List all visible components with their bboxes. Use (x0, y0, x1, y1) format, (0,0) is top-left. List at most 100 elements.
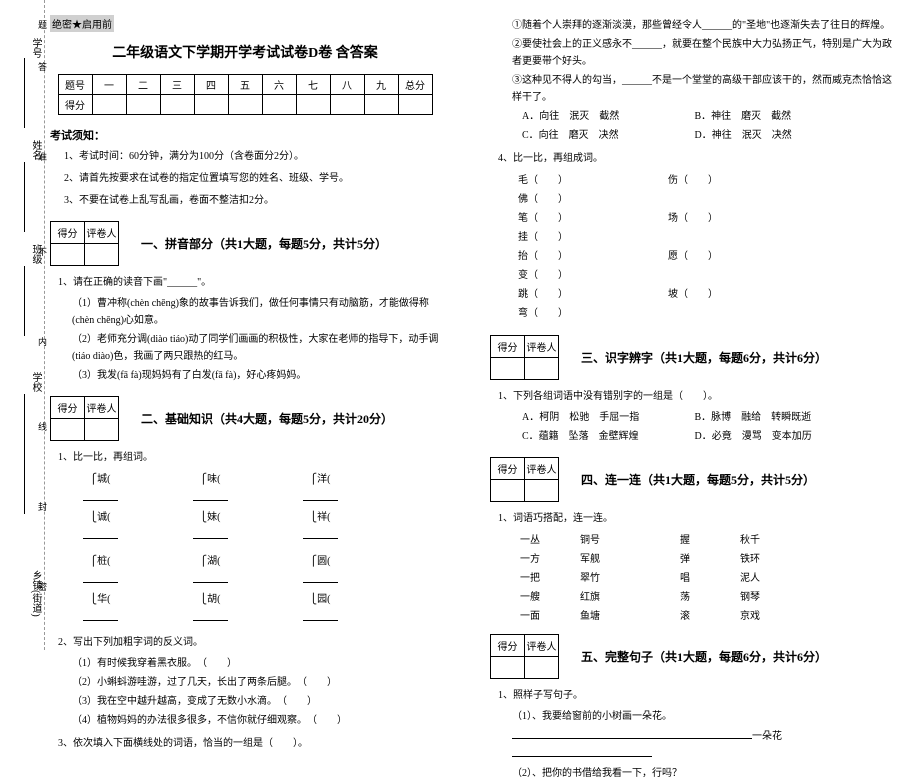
blank-cell[interactable] (398, 95, 432, 115)
mini-th: 评卷人 (525, 458, 559, 480)
th: 九 (364, 75, 398, 95)
conn-item[interactable]: 军舰 (580, 550, 680, 565)
blank-cell[interactable] (491, 480, 525, 502)
fill-blank[interactable] (512, 727, 752, 739)
th: 四 (194, 75, 228, 95)
option-d[interactable]: D．神往 泯灭 决然 (695, 130, 792, 141)
bracket-item[interactable]: 跳（ ） (518, 285, 668, 304)
paren-blank[interactable]: （ ） (312, 715, 347, 726)
bracket-item[interactable]: 佛（ ） (518, 190, 668, 209)
fill-blank[interactable] (303, 489, 338, 501)
section-4-header: 得分评卷人 四、连一连（共1大题，每题5分，共计5分） (490, 457, 895, 502)
options-row: C．向往 磨灭 决然 D．神往 泯灭 决然 (522, 127, 895, 144)
char: 城 (97, 474, 107, 485)
fill-blank[interactable] (193, 527, 228, 539)
bracket-item[interactable]: 笔（ ） (518, 209, 668, 228)
secret-tag: 绝密★启用前 (50, 15, 114, 32)
conn-item[interactable]: 一艘 (520, 588, 580, 603)
conn-item[interactable]: 荡 (680, 588, 740, 603)
blank-cell[interactable] (194, 95, 228, 115)
bracket-item[interactable]: 坡（ ） (668, 285, 818, 304)
blank-cell[interactable] (296, 95, 330, 115)
option-a[interactable]: A．柯阴 松驰 手屈一指 (522, 409, 692, 426)
paren-blank[interactable]: （ ） (302, 677, 337, 688)
mini-th: 得分 (491, 336, 525, 358)
mini-th: 得分 (491, 635, 525, 657)
fill-blank[interactable] (83, 571, 118, 583)
conn-item[interactable]: 铜号 (580, 531, 680, 546)
conn-item[interactable]: 一把 (520, 569, 580, 584)
conn-item[interactable]: 弹 (680, 550, 740, 565)
q3: 1、下列各组词语中没有错别字的一组是（ ）。 (498, 388, 895, 405)
blank-cell[interactable] (228, 95, 262, 115)
blank-cell[interactable] (330, 95, 364, 115)
paren-blank[interactable]: （ ） (202, 658, 237, 669)
conn-item[interactable]: 泥人 (740, 569, 820, 584)
conn-item[interactable]: 鱼塘 (580, 607, 680, 622)
bracket-item[interactable]: 场（ ） (668, 209, 818, 228)
exam-title: 二年级语文下学期开学考试试卷D卷 含答案 (50, 42, 440, 62)
score-mini-table: 得分评卷人 (50, 221, 119, 266)
page-right: ①随着个人崇拜的逐渐淡漠，那些曾经令人______的"圣地"也逐渐失去了往日的辉… (460, 0, 920, 650)
option-c[interactable]: C．向往 磨灭 决然 (522, 127, 692, 144)
conn-item[interactable]: 京戏 (740, 607, 820, 622)
blank-cell[interactable] (85, 419, 119, 441)
mini-th: 得分 (491, 458, 525, 480)
conn-item[interactable]: 一方 (520, 550, 580, 565)
blank-cell[interactable] (364, 95, 398, 115)
score-mini-table: 得分评卷人 (490, 457, 559, 502)
conn-item[interactable]: 一面 (520, 607, 580, 622)
option-b[interactable]: B．神往 磨灭 截然 (695, 111, 792, 122)
blank-cell[interactable] (525, 358, 559, 380)
bracket-item[interactable]: 弯（ ） (518, 304, 668, 323)
char: 祥 (317, 512, 327, 523)
conn-item[interactable]: 秋千 (740, 531, 820, 546)
fill-blank[interactable] (303, 571, 338, 583)
fill-blank[interactable] (193, 571, 228, 583)
bracket-item[interactable]: 抬（ ） (518, 247, 668, 266)
blank-cell[interactable] (525, 657, 559, 679)
char: 妹 (207, 512, 217, 523)
bracket-item[interactable]: 变（ ） (518, 266, 668, 285)
bracket-item[interactable]: 伤（ ） (668, 171, 818, 190)
blank-cell[interactable] (51, 419, 85, 441)
conn-item[interactable]: 翠竹 (580, 569, 680, 584)
blank-cell[interactable] (491, 358, 525, 380)
paren-blank[interactable]: （ ） (282, 696, 317, 707)
conn-item[interactable]: 握 (680, 531, 740, 546)
th: 一 (92, 75, 126, 95)
q1-sub1: （1）曹冲称(chèn chēng)象的故事告诉我们，做任何事情只有动脑筋，才能… (72, 295, 440, 329)
option-d[interactable]: D．必竟 漫骂 变本加历 (695, 431, 812, 442)
conn-item[interactable]: 一丛 (520, 531, 580, 546)
fill-blank[interactable] (83, 527, 118, 539)
blank-cell[interactable] (92, 95, 126, 115)
blank-cell[interactable] (262, 95, 296, 115)
option-b[interactable]: B．脉博 融给 转瞬既逝 (695, 412, 812, 423)
bracket-item[interactable]: 挂（ ） (518, 228, 668, 247)
q3-opts: A．柯阴 松驰 手屈一指 B．脉博 融给 转瞬既逝 (522, 409, 895, 426)
blank-cell[interactable] (126, 95, 160, 115)
conn-item[interactable]: 红旗 (580, 588, 680, 603)
bracket-item[interactable]: 毛（ ） (518, 171, 668, 190)
blank-cell[interactable] (491, 657, 525, 679)
fill-blank[interactable] (303, 609, 338, 621)
th: 题号 (58, 75, 92, 95)
section-2-title: 二、基础知识（共4大题，每题5分，共计20分） (141, 410, 393, 427)
fill-blank[interactable] (193, 609, 228, 621)
fill-blank[interactable] (303, 527, 338, 539)
option-c[interactable]: C．蕴籍 坠落 金壁辉煌 (522, 428, 692, 445)
conn-item[interactable]: 铁环 (740, 550, 820, 565)
conn-item[interactable]: 唱 (680, 569, 740, 584)
fill-blank[interactable] (512, 745, 652, 757)
blank-cell[interactable] (51, 244, 85, 266)
bracket-item[interactable]: 愿（ ） (668, 247, 818, 266)
blank-cell[interactable] (85, 244, 119, 266)
conn-item[interactable]: 钢琴 (740, 588, 820, 603)
conn-item[interactable]: 滚 (680, 607, 740, 622)
blank-cell[interactable] (160, 95, 194, 115)
fill-blank[interactable] (83, 489, 118, 501)
blank-cell[interactable] (525, 480, 559, 502)
fill-blank[interactable] (193, 489, 228, 501)
fill-blank[interactable] (83, 609, 118, 621)
option-a[interactable]: A．向往 泯灭 截然 (522, 108, 692, 125)
